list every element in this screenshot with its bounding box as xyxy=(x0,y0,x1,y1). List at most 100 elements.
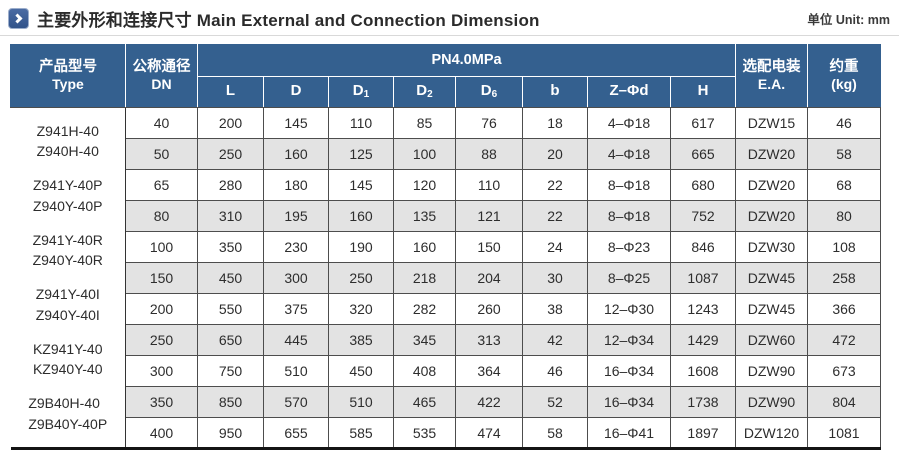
cell: 282 xyxy=(393,293,456,325)
cell: DZW30 xyxy=(735,231,808,263)
col-header-weight-en: (kg) xyxy=(831,76,857,93)
subcol-header-D2: D2 xyxy=(393,76,456,108)
cell: 313 xyxy=(455,324,523,356)
cell: DZW20 xyxy=(735,138,808,170)
cell: 46 xyxy=(807,107,881,139)
cell: 366 xyxy=(807,293,881,325)
cell: 472 xyxy=(807,324,881,356)
cell: 345 xyxy=(393,324,456,356)
cell: 200 xyxy=(125,293,198,325)
cell: 200 xyxy=(197,107,264,139)
cell: 12–Φ34 xyxy=(587,324,671,356)
cell: 1738 xyxy=(670,386,736,418)
cell: 190 xyxy=(328,231,394,263)
cell: 364 xyxy=(455,355,523,387)
cell: 22 xyxy=(522,200,588,232)
cell: 385 xyxy=(328,324,394,356)
cell: 8–Φ23 xyxy=(587,231,671,263)
cell: 120 xyxy=(393,169,456,201)
type-label: KZ941Y-40 xyxy=(32,340,103,357)
type-column: Z941H-40 Z940H-40 Z941Y-40P Z940Y-40P Z9… xyxy=(11,114,125,441)
cell: 150 xyxy=(455,231,523,263)
table-row: 200 550 375 320 282 260 38 12–Φ30 1243 DZW45 366 xyxy=(11,293,881,325)
type-label: Z940H-40 xyxy=(36,143,99,160)
cell: 1081 xyxy=(807,417,881,449)
cell: 450 xyxy=(328,355,394,387)
cell: DZW120 xyxy=(735,417,808,449)
cell: 250 xyxy=(328,262,394,294)
cell: 100 xyxy=(125,231,198,263)
cell: 570 xyxy=(263,386,329,418)
cell: 65 xyxy=(125,169,198,201)
cell: 180 xyxy=(263,169,329,201)
cell: 58 xyxy=(522,417,588,449)
cell: 846 xyxy=(670,231,736,263)
type-group: Z941Y-40R Z940Y-40R xyxy=(33,230,103,271)
cell: 250 xyxy=(125,324,198,356)
cell: 50 xyxy=(125,138,198,170)
cell: 350 xyxy=(197,231,264,263)
cell: 408 xyxy=(393,355,456,387)
cell: 258 xyxy=(807,262,881,294)
cell: DZW90 xyxy=(735,355,808,387)
dimension-table: 产品型号 Type 公称通径 DN PN4.0MPa 选配电装 E.A. 约重 … xyxy=(10,44,881,450)
cell: 250 xyxy=(197,138,264,170)
cell: 125 xyxy=(328,138,394,170)
cell: 850 xyxy=(197,386,264,418)
type-label: Z9B40H-40 xyxy=(28,395,100,412)
type-label: Z940Y-40P xyxy=(32,197,103,214)
table-row: 350 850 570 510 465 422 52 16–Φ34 1738 DZW90 804 xyxy=(11,386,881,418)
table-row: 300 750 510 450 408 364 46 16–Φ34 1608 DZW90 673 xyxy=(11,355,881,387)
title-bar: 主要外形和连接尺寸 Main External and Connection D… xyxy=(0,0,899,36)
cell: 88 xyxy=(455,138,523,170)
chevron-right-icon xyxy=(8,8,29,29)
cell: 135 xyxy=(393,200,456,232)
table-row: 250 650 445 385 345 313 42 12–Φ34 1429 DZW60 472 xyxy=(11,324,881,356)
subcol-header-D: D xyxy=(263,76,329,108)
table-row: 400 950 655 585 535 474 58 16–Φ41 1897 DZW120 1081 xyxy=(11,417,881,449)
table-header: 产品型号 Type 公称通径 DN PN4.0MPa 选配电装 E.A. 约重 … xyxy=(10,44,881,108)
unit-label: 单位 Unit: mm xyxy=(807,13,890,27)
cell: 16–Φ34 xyxy=(587,355,671,387)
cell: 80 xyxy=(807,200,881,232)
cell: 535 xyxy=(393,417,456,449)
cell: 950 xyxy=(197,417,264,449)
cell: 68 xyxy=(807,169,881,201)
cell: 474 xyxy=(455,417,523,449)
type-label: KZ940Y-40 xyxy=(32,361,103,378)
cell: 204 xyxy=(455,262,523,294)
type-label: Z941Y-40P xyxy=(32,177,103,194)
cell: 110 xyxy=(328,107,394,139)
cell: DZW60 xyxy=(735,324,808,356)
cell: 145 xyxy=(263,107,329,139)
cell: 280 xyxy=(197,169,264,201)
type-group: Z941H-40 Z940H-40 xyxy=(37,121,99,162)
cell: 8–Φ18 xyxy=(587,200,671,232)
col-header-type: 产品型号 Type xyxy=(10,44,126,108)
cell: 665 xyxy=(670,138,736,170)
cell: 804 xyxy=(807,386,881,418)
type-cell: Z941H-40 Z940H-40 Z941Y-40P Z940Y-40P Z9… xyxy=(10,107,126,449)
cell: 85 xyxy=(393,107,456,139)
cell: 160 xyxy=(263,138,329,170)
cell: 510 xyxy=(328,386,394,418)
table-container: 产品型号 Type 公称通径 DN PN4.0MPa 选配电装 E.A. 约重 … xyxy=(10,44,899,450)
cell: 375 xyxy=(263,293,329,325)
cell: 1897 xyxy=(670,417,736,449)
col-header-type-en: Type xyxy=(52,76,84,93)
cell: 110 xyxy=(455,169,523,201)
cell: 16–Φ34 xyxy=(587,386,671,418)
cell: 20 xyxy=(522,138,588,170)
col-header-weight-zh: 约重 xyxy=(829,59,859,76)
type-group: Z941Y-40P Z940Y-40P xyxy=(33,175,103,216)
type-group: Z9B40H-40 Z9B40Y-40P xyxy=(28,393,107,434)
table-row: 100 350 230 190 160 150 24 8–Φ23 846 DZW30 108 xyxy=(11,231,881,263)
cell: 121 xyxy=(455,200,523,232)
cell: 160 xyxy=(328,200,394,232)
cell: DZW15 xyxy=(735,107,808,139)
col-header-ea-zh: 选配电装 xyxy=(742,59,801,76)
cell: 42 xyxy=(522,324,588,356)
subcol-header-D6: D6 xyxy=(455,76,523,108)
table-row: 150 450 300 250 218 204 30 8–Φ25 1087 DZW45 258 xyxy=(11,262,881,294)
